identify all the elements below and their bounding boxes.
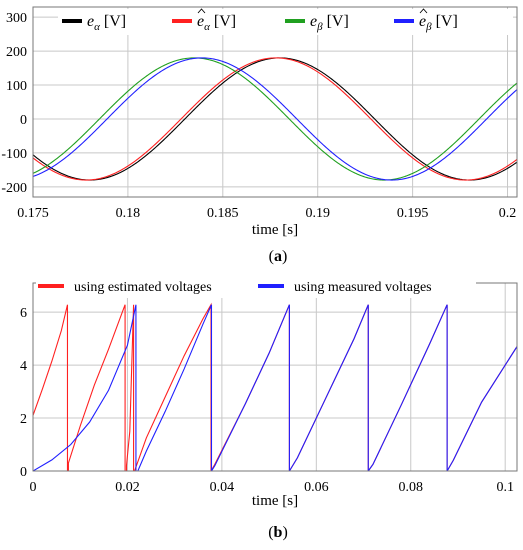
legend-label-1: using measured voltages	[294, 280, 432, 295]
x-tick-label: 0.175	[17, 206, 49, 221]
x-tick-label: 0.19	[305, 206, 330, 221]
legend-subscript: α	[94, 21, 100, 33]
series-line-1	[33, 304, 517, 471]
x-tick-label: 0.06	[304, 480, 329, 495]
x-tick-label: 0.08	[399, 480, 424, 495]
legend-label-0: using estimated voltages	[74, 280, 212, 295]
legend-subscript: β	[316, 21, 323, 33]
series-line-3	[33, 57, 517, 181]
y-tick-label: 2	[20, 412, 27, 427]
legend-unit: [V]	[100, 13, 126, 30]
caption-close: )	[282, 524, 287, 541]
y-tick-label: 100	[6, 79, 27, 94]
y-tick-label: 6	[20, 306, 27, 321]
legend-unit: [V]	[210, 13, 236, 30]
legend-symbol: e	[419, 13, 426, 30]
x-tick-label: 0.195	[397, 206, 429, 221]
panel-b-chart: 0 0.02 0.04 0.06 0.08 0.1 0 2 4 6 time [s] (b) using…	[20, 276, 518, 541]
y-tick-label: -100	[1, 147, 27, 162]
series-line-1	[33, 57, 517, 181]
hat-accent-icon	[197, 8, 206, 14]
hat-accent-icon	[419, 8, 428, 14]
x-tick-label: 0.04	[210, 480, 235, 495]
panel-caption: (b)	[268, 524, 288, 541]
x-tick-label: 0.18	[116, 206, 141, 221]
caption-letter: a	[274, 248, 282, 265]
caption-close: )	[282, 248, 287, 265]
legend-label-0: eα [V]	[87, 13, 126, 33]
panel-caption: (a)	[269, 248, 288, 265]
legend-unit: [V]	[432, 13, 458, 30]
legend-symbol: e	[310, 13, 317, 30]
y-tick-label: 0	[20, 465, 27, 480]
series-line-2	[33, 57, 517, 181]
legend-background	[36, 276, 476, 298]
x-tick-label: 0	[30, 480, 37, 495]
legend-unit: [V]	[323, 13, 349, 30]
y-tick-label: 200	[6, 45, 27, 60]
y-tick-label: 300	[6, 11, 27, 26]
caption-letter: b	[274, 524, 283, 541]
legend-symbol: e	[87, 13, 94, 30]
legend-subscript: β	[425, 21, 432, 33]
legend-subscript: α	[204, 21, 210, 33]
panel-a-chart: 0.175 0.18 0.185 0.19 0.195 0.2 -200 -100 0 100 20…	[1, 6, 518, 265]
caption-open: (	[268, 524, 273, 541]
legend-symbol: e	[197, 13, 204, 30]
caption-open: (	[269, 248, 274, 265]
y-tick-label: 4	[20, 359, 27, 374]
series-line-0	[33, 302, 517, 471]
x-tick-label: 0.185	[207, 206, 239, 221]
legend-label-3: eβ [V]	[419, 13, 458, 33]
x-tick-label: 0.2	[499, 206, 517, 221]
plot-frame	[32, 6, 518, 198]
x-tick-label: 0.1	[496, 480, 514, 495]
x-axis-title: time [s]	[252, 222, 298, 238]
y-tick-label: 0	[20, 113, 27, 128]
y-tick-label: -200	[1, 181, 27, 196]
x-axis-title: time [s]	[252, 493, 298, 509]
x-tick-label: 0.02	[115, 480, 140, 495]
legend-label-2: eβ [V]	[310, 13, 349, 33]
legend-label-1: eα [V]	[197, 13, 236, 33]
